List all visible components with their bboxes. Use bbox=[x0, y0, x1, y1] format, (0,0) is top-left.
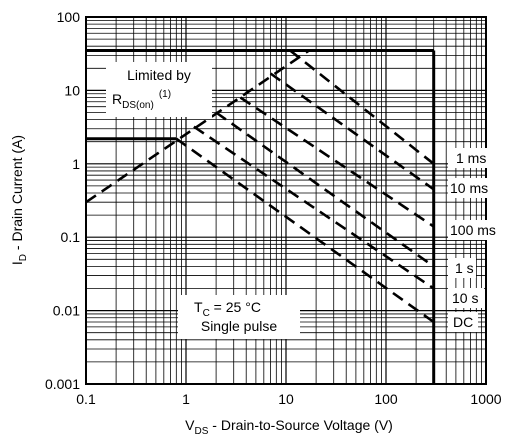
rds-limit-line bbox=[85, 49, 310, 204]
y-tick-label: 0.001 bbox=[45, 376, 80, 392]
x-tick-labels: 0.1 1 10 100 1000 bbox=[76, 391, 502, 407]
label-box-10ms bbox=[448, 178, 502, 198]
label-box-1ms bbox=[448, 148, 502, 168]
label-box-1s bbox=[448, 258, 476, 278]
series-line bbox=[215, 111, 435, 268]
rds-on-label: RDS(on)(1) bbox=[112, 89, 171, 111]
series-line bbox=[289, 49, 435, 165]
series-lines bbox=[85, 49, 435, 324]
limited-by-text: Limited by bbox=[127, 67, 191, 83]
series-label-10ms: 10 ms bbox=[450, 180, 488, 196]
label-box-dc bbox=[448, 312, 478, 332]
conditions-box bbox=[178, 295, 300, 339]
x-tick-label: 0.1 bbox=[76, 391, 96, 407]
limited-by-box bbox=[106, 62, 212, 117]
label-box-10s bbox=[448, 288, 484, 308]
series-line bbox=[269, 72, 435, 191]
y-tick-label: 100 bbox=[57, 9, 81, 25]
series-label-10s: 10 s bbox=[452, 290, 478, 306]
series-label-1s: 1 s bbox=[455, 260, 474, 276]
series-label-dc: DC bbox=[453, 314, 473, 330]
x-axis-label: VDS - Drain-to-Source Voltage (V) bbox=[185, 417, 393, 437]
x-tick-label: 100 bbox=[374, 391, 398, 407]
single-pulse-label: Single pulse bbox=[201, 318, 277, 334]
plot-frame bbox=[85, 16, 487, 385]
series-line bbox=[193, 125, 435, 290]
series-label-1ms: 1 ms bbox=[456, 150, 486, 166]
series-line bbox=[175, 137, 435, 324]
series-line bbox=[239, 96, 435, 228]
y-tick-label: 10 bbox=[64, 82, 80, 98]
y-axis-label: ID - Drain Current (A) bbox=[9, 135, 29, 265]
x-tick-label: 1000 bbox=[470, 391, 501, 407]
y-tick-label: 0.1 bbox=[61, 229, 81, 245]
x-tick-label: 10 bbox=[278, 391, 294, 407]
y-tick-label: 0.01 bbox=[53, 303, 80, 319]
label-box-100ms bbox=[448, 220, 502, 240]
x-tick-label: 1 bbox=[182, 391, 190, 407]
y-tick-labels: 0.001 0.01 0.1 1 10 100 bbox=[45, 9, 80, 392]
case-temperature-label: TC = 25 °C bbox=[194, 299, 261, 319]
y-tick-label: 1 bbox=[72, 156, 80, 172]
series-label-100ms: 100 ms bbox=[450, 222, 496, 238]
limit-boundaries bbox=[86, 49, 436, 384]
